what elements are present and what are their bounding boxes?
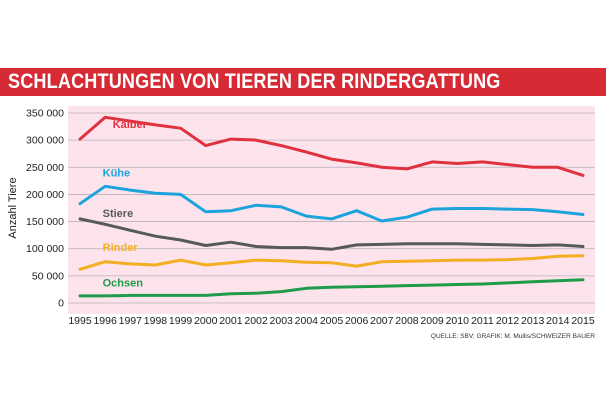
line-chart: 0 50 000 100 000 150 000 200 000 250 000 300 0… <box>7 106 595 340</box>
x-tick-label: 2004 <box>295 315 319 327</box>
y-tick-label: 150 000 <box>26 216 64 228</box>
series-line <box>78 254 585 271</box>
series-label: Kühe <box>103 168 131 180</box>
y-tick-label: 350 000 <box>26 108 64 120</box>
x-tick-label: 1998 <box>144 315 168 327</box>
x-tick-label: 2014 <box>546 315 570 327</box>
x-tick-label: 2009 <box>420 315 444 327</box>
x-tick-label: 2006 <box>345 315 369 327</box>
series-label: Kälber <box>113 119 148 131</box>
x-tick-label: 2005 <box>320 315 344 327</box>
x-tick-label: 1997 <box>119 315 143 327</box>
series-label: Stiere <box>103 208 134 220</box>
y-tick-label: 100 000 <box>26 243 64 255</box>
source-note: QUELLE: SBV; GRAFIK: M. Mullis/SCHWEIZER… <box>431 333 595 340</box>
title-bar: SCHLACHTUNGEN VON TIEREN DER RINDERGATTU… <box>0 68 606 96</box>
chart-title: SCHLACHTUNGEN VON TIEREN DER RINDERGATTU… <box>8 70 501 93</box>
series-line <box>78 184 585 223</box>
x-tick-label: 2002 <box>244 315 268 327</box>
x-tick-label: 2011 <box>471 315 494 327</box>
x-tick-label: 2010 <box>446 315 470 327</box>
x-tick-label: 2012 <box>496 315 520 327</box>
x-tick-label: 2007 <box>370 315 394 327</box>
y-tick-label: 200 000 <box>26 189 64 201</box>
y-tick-label: 0 <box>58 298 64 310</box>
series-label: Rinder <box>103 242 139 254</box>
y-axis-title: Anzahl Tiere <box>7 177 19 238</box>
series-label: Ochsen <box>103 278 144 290</box>
x-tick-label: 2001 <box>219 315 243 327</box>
x-tick-label: 2000 <box>194 315 218 327</box>
y-tick-label: 50 000 <box>32 270 64 282</box>
y-tick-label: 300 000 <box>26 135 64 147</box>
series-line <box>78 278 585 298</box>
y-tick-label: 250 000 <box>26 162 64 174</box>
series-line <box>78 115 585 177</box>
x-tick-label: 1999 <box>169 315 193 327</box>
x-tick-label: 2015 <box>571 315 595 327</box>
x-tick-label: 2013 <box>521 315 545 327</box>
series-line <box>78 217 585 251</box>
x-tick-label: 1996 <box>93 315 117 327</box>
x-tick-label: 2008 <box>395 315 419 327</box>
x-tick-label: 1995 <box>68 315 92 327</box>
x-tick-label: 2003 <box>270 315 294 327</box>
